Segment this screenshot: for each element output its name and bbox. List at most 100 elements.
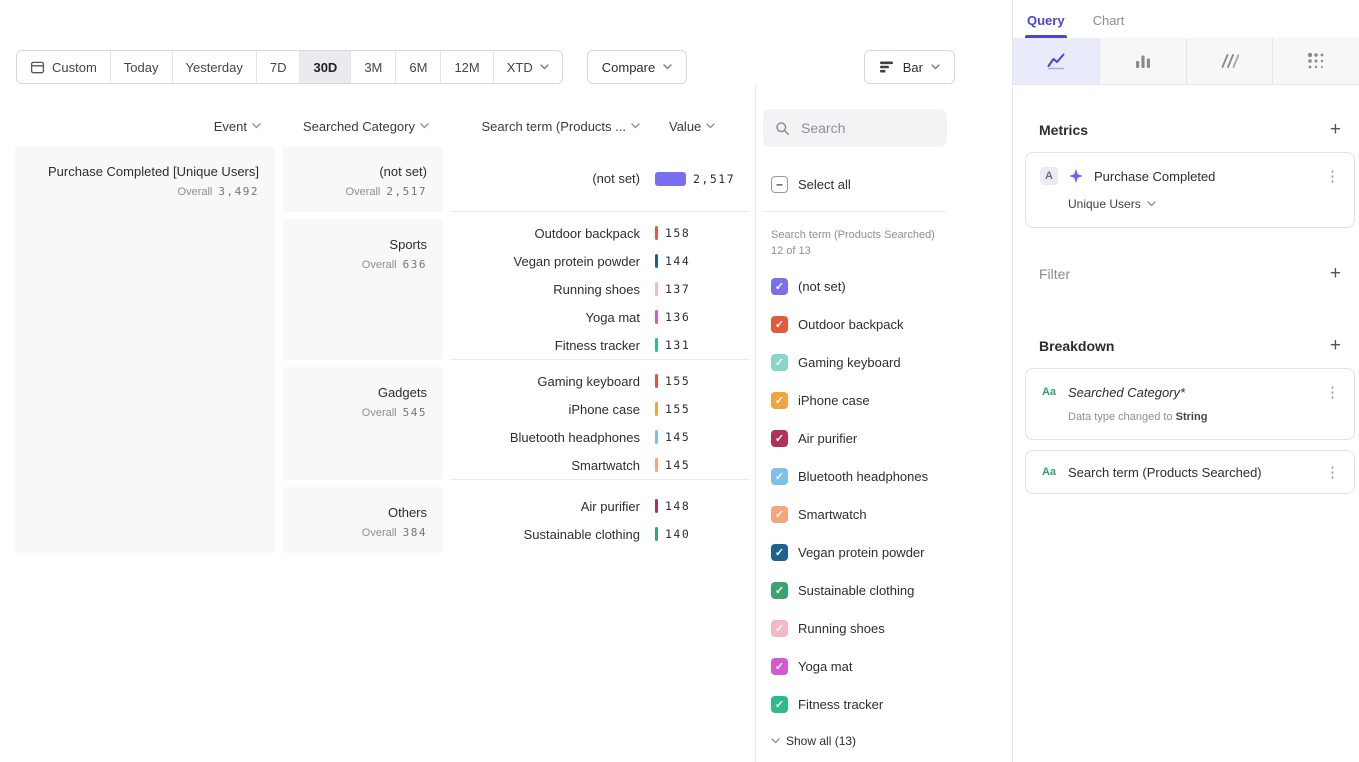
- value-cell: 144: [655, 254, 690, 268]
- date-range-today[interactable]: Today: [111, 51, 173, 83]
- value-bar: [655, 458, 658, 472]
- term-name: iPhone case: [450, 402, 640, 417]
- show-all-button[interactable]: Show all (13): [763, 724, 1012, 758]
- value-cell: 145: [655, 430, 690, 444]
- value-number: 137: [665, 282, 690, 296]
- date-range-yesterday[interactable]: Yesterday: [173, 51, 257, 83]
- table-row: iPhone case155: [450, 395, 750, 423]
- date-range-label: 3M: [364, 60, 382, 75]
- date-range-3m[interactable]: 3M: [351, 51, 396, 83]
- checkbox-checked-icon[interactable]: ✓: [771, 430, 788, 447]
- column-header-event[interactable]: Event: [15, 119, 275, 134]
- overall-label: Overall: [346, 186, 381, 198]
- chevron-down-icon: [631, 123, 640, 129]
- measurement-selector[interactable]: Unique Users: [1068, 197, 1342, 211]
- value-bar: [655, 430, 658, 444]
- date-range-label: XTD: [507, 60, 533, 75]
- legend-item[interactable]: ✓ Air purifier: [763, 420, 1012, 458]
- value-bar: [655, 338, 658, 352]
- indeterminate-checkbox[interactable]: –: [771, 176, 788, 193]
- date-range-custom[interactable]: Custom: [17, 51, 111, 83]
- checkbox-checked-icon[interactable]: ✓: [771, 544, 788, 561]
- overall-value: 545: [403, 406, 427, 419]
- checkbox-checked-icon[interactable]: ✓: [771, 278, 788, 295]
- tab-label: Chart: [1093, 13, 1125, 28]
- category-name: Sports: [283, 237, 427, 252]
- report-main: Custom Today Yesterday7D30D 3M 6M12M XTD Comp…: [0, 0, 1012, 762]
- category-cell: SportsOverall636: [283, 219, 443, 360]
- legend-item[interactable]: ✓ Vegan protein powder: [763, 534, 1012, 572]
- legend-item[interactable]: ✓Fitness tracker: [763, 686, 1012, 724]
- compare-button[interactable]: Compare: [587, 50, 687, 84]
- add-breakdown-button[interactable]: +: [1330, 336, 1341, 355]
- value-cell: 148: [655, 499, 690, 513]
- metric-card[interactable]: A Purchase Completed ⋮ Unique Users: [1025, 152, 1355, 228]
- date-range-6m[interactable]: 6M: [396, 51, 441, 83]
- legend-item[interactable]: ✓Smartwatch: [763, 496, 1012, 534]
- term-rows: Air purifier148Sustainable clothing140: [450, 487, 750, 553]
- legend-item[interactable]: ✓Outdoor backpack: [763, 306, 1012, 344]
- checkbox-checked-icon[interactable]: ✓: [771, 658, 788, 675]
- add-metric-button[interactable]: +: [1330, 120, 1341, 139]
- search-box[interactable]: [763, 109, 947, 147]
- checkbox-checked-icon[interactable]: ✓: [771, 316, 788, 333]
- date-range-12m[interactable]: 12M: [441, 51, 493, 83]
- column-header-value[interactable]: Value: [655, 119, 715, 134]
- category-cell: OthersOverall384: [283, 487, 443, 553]
- table-group: OthersOverall384Air purifier148Sustainab…: [283, 487, 750, 553]
- overall-label: Overall: [362, 527, 397, 539]
- legend-list-label: Search term (Products Searched) 12 of 13: [771, 228, 939, 260]
- checkbox-checked-icon[interactable]: ✓: [771, 582, 788, 599]
- table-row: Yoga mat136: [450, 303, 750, 331]
- report-content: Event Searched Category Search term (Pro…: [0, 84, 1012, 762]
- add-filter-button[interactable]: +: [1330, 264, 1341, 283]
- tab-flows[interactable]: [1187, 38, 1274, 85]
- kebab-menu-icon[interactable]: ⋮: [1323, 167, 1342, 185]
- kebab-menu-icon[interactable]: ⋮: [1323, 383, 1342, 401]
- chart-type-label: Bar: [903, 60, 923, 75]
- flows-icon: [1219, 51, 1239, 71]
- legend-item[interactable]: ✓Gaming keyboard: [763, 344, 1012, 382]
- column-header-search-term[interactable]: Search term (Products ...: [450, 119, 640, 134]
- date-range-7d[interactable]: 7D: [257, 51, 301, 83]
- tab-insights[interactable]: [1013, 38, 1100, 85]
- value-number: 136: [665, 310, 690, 324]
- chart-type-button[interactable]: Bar: [864, 50, 955, 84]
- date-range-label: Today: [124, 60, 159, 75]
- column-header-searched-category[interactable]: Searched Category: [283, 119, 443, 134]
- table-column-headers: Event Searched Category Search term (Pro…: [15, 118, 755, 134]
- checkbox-checked-icon[interactable]: ✓: [771, 468, 788, 485]
- legend-item[interactable]: ✓iPhone case: [763, 382, 1012, 420]
- legend-item[interactable]: ✓(not set): [763, 268, 1012, 306]
- checkbox-checked-icon[interactable]: ✓: [771, 506, 788, 523]
- breakdown-card-search-term[interactable]: Aa Search term (Products Searched) ⋮: [1025, 450, 1355, 494]
- date-range-xtd[interactable]: XTD: [494, 51, 562, 83]
- chevron-down-icon: [663, 64, 672, 70]
- legend-item[interactable]: ✓Running shoes: [763, 610, 1012, 648]
- kebab-menu-icon[interactable]: ⋮: [1323, 463, 1342, 481]
- legend-item-label: Air purifier: [798, 431, 857, 446]
- tab-retention[interactable]: [1273, 38, 1359, 85]
- checkbox-checked-icon[interactable]: ✓: [771, 354, 788, 371]
- search-input[interactable]: [799, 119, 923, 137]
- tab-funnels[interactable]: [1100, 38, 1187, 85]
- value-bar: [655, 402, 658, 416]
- search-icon: [775, 121, 790, 136]
- legend-item-label: Vegan protein powder: [798, 545, 924, 560]
- term-name: Fitness tracker: [450, 338, 640, 353]
- legend-item[interactable]: ✓Sustainable clothing: [763, 572, 1012, 610]
- checkbox-checked-icon[interactable]: ✓: [771, 620, 788, 637]
- breakdown-table: Event Searched Category Search term (Pro…: [0, 84, 755, 762]
- legend-item[interactable]: ✓Yoga mat: [763, 648, 1012, 686]
- breakdown-card-searched-category[interactable]: Aa Searched Category* ⋮ Data type change…: [1025, 368, 1355, 440]
- category-overall: Overall2,517: [283, 185, 427, 198]
- table-group: (not set)Overall2,517(not set)2,517: [283, 146, 750, 212]
- checkbox-checked-icon[interactable]: ✓: [771, 392, 788, 409]
- checkbox-checked-icon[interactable]: ✓: [771, 696, 788, 713]
- chevron-down-icon: [771, 738, 780, 744]
- date-range-30d[interactable]: 30D: [300, 51, 351, 83]
- tab-chart[interactable]: Chart: [1093, 13, 1125, 38]
- legend-item[interactable]: ✓Bluetooth headphones: [763, 458, 1012, 496]
- tab-query[interactable]: Query: [1027, 13, 1065, 38]
- select-all[interactable]: – Select all: [763, 174, 1012, 194]
